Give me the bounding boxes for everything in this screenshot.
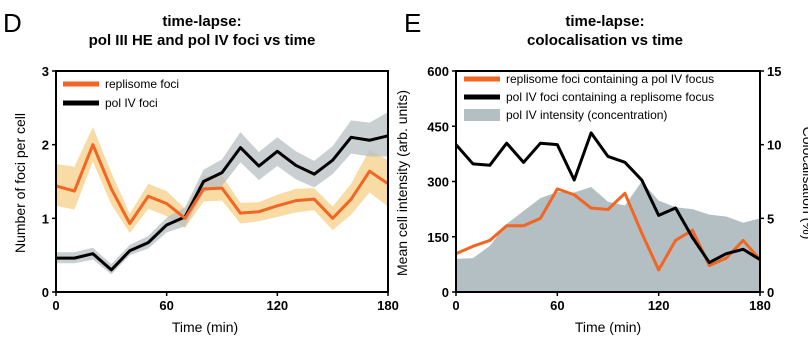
y-tick-label: 600	[427, 64, 449, 79]
x-tick-label: 0	[52, 298, 59, 313]
x-tick-label: 120	[266, 298, 288, 313]
panel-letter-d: D	[3, 8, 22, 38]
panel-letter-e: E	[404, 8, 421, 38]
y-tick-label: 3	[42, 64, 49, 79]
x-tick-label: 60	[159, 298, 173, 313]
y2-tick-label: 5	[767, 211, 774, 226]
chart-title-line1: time-lapse:	[162, 13, 241, 30]
plot-area-d: 0 60 120 180 0 1 2 3 replisome foci pol IV foci	[42, 64, 399, 313]
legend-entry: pol IV foci containing a replisome focus	[506, 90, 714, 104]
legend-swatch	[464, 109, 500, 121]
chart-title-line1: time-lapse:	[565, 13, 644, 30]
legend-entry: pol IV intensity (concentration)	[506, 108, 667, 122]
legend-entry: replisome foci	[105, 77, 179, 91]
y2-tick-label: 0	[767, 285, 774, 300]
plot-frame	[55, 70, 389, 293]
y-axis-label: Number of foci per cell	[12, 113, 28, 253]
y-axis-label: Mean cell intensity (arb. units)	[394, 90, 410, 276]
x-tick-label: 120	[648, 298, 670, 313]
chart-title-line2: pol III HE and pol IV foci vs time	[89, 32, 316, 49]
y-tick-label: 1	[42, 211, 49, 226]
legend-entry: replisome foci containing a pol IV focus	[506, 72, 714, 86]
series-area-2	[456, 181, 760, 292]
y2-axis-label: Colocalisation (%)	[800, 127, 808, 240]
x-axis-label: Time (min)	[575, 319, 641, 335]
y-tick-label: 0	[42, 285, 49, 300]
y-tick-label: 450	[427, 119, 449, 134]
x-tick-label: 180	[749, 298, 771, 313]
y-tick-label: 300	[427, 175, 449, 190]
y-tick-label: 2	[42, 138, 49, 153]
chart-title-line2: colocalisation vs time	[527, 32, 683, 49]
y2-tick-label: 15	[767, 64, 781, 79]
legend-entry: pol IV foci	[105, 96, 158, 110]
y-tick-label: 150	[427, 230, 449, 245]
x-axis-label: Time (min)	[172, 319, 238, 335]
y-tick-label: 0	[442, 285, 449, 300]
x-tick-label: 0	[452, 298, 459, 313]
series-band-1	[56, 112, 388, 275]
x-tick-label: 60	[550, 298, 564, 313]
y2-tick-label: 10	[767, 138, 781, 153]
x-tick-label: 180	[377, 298, 399, 313]
